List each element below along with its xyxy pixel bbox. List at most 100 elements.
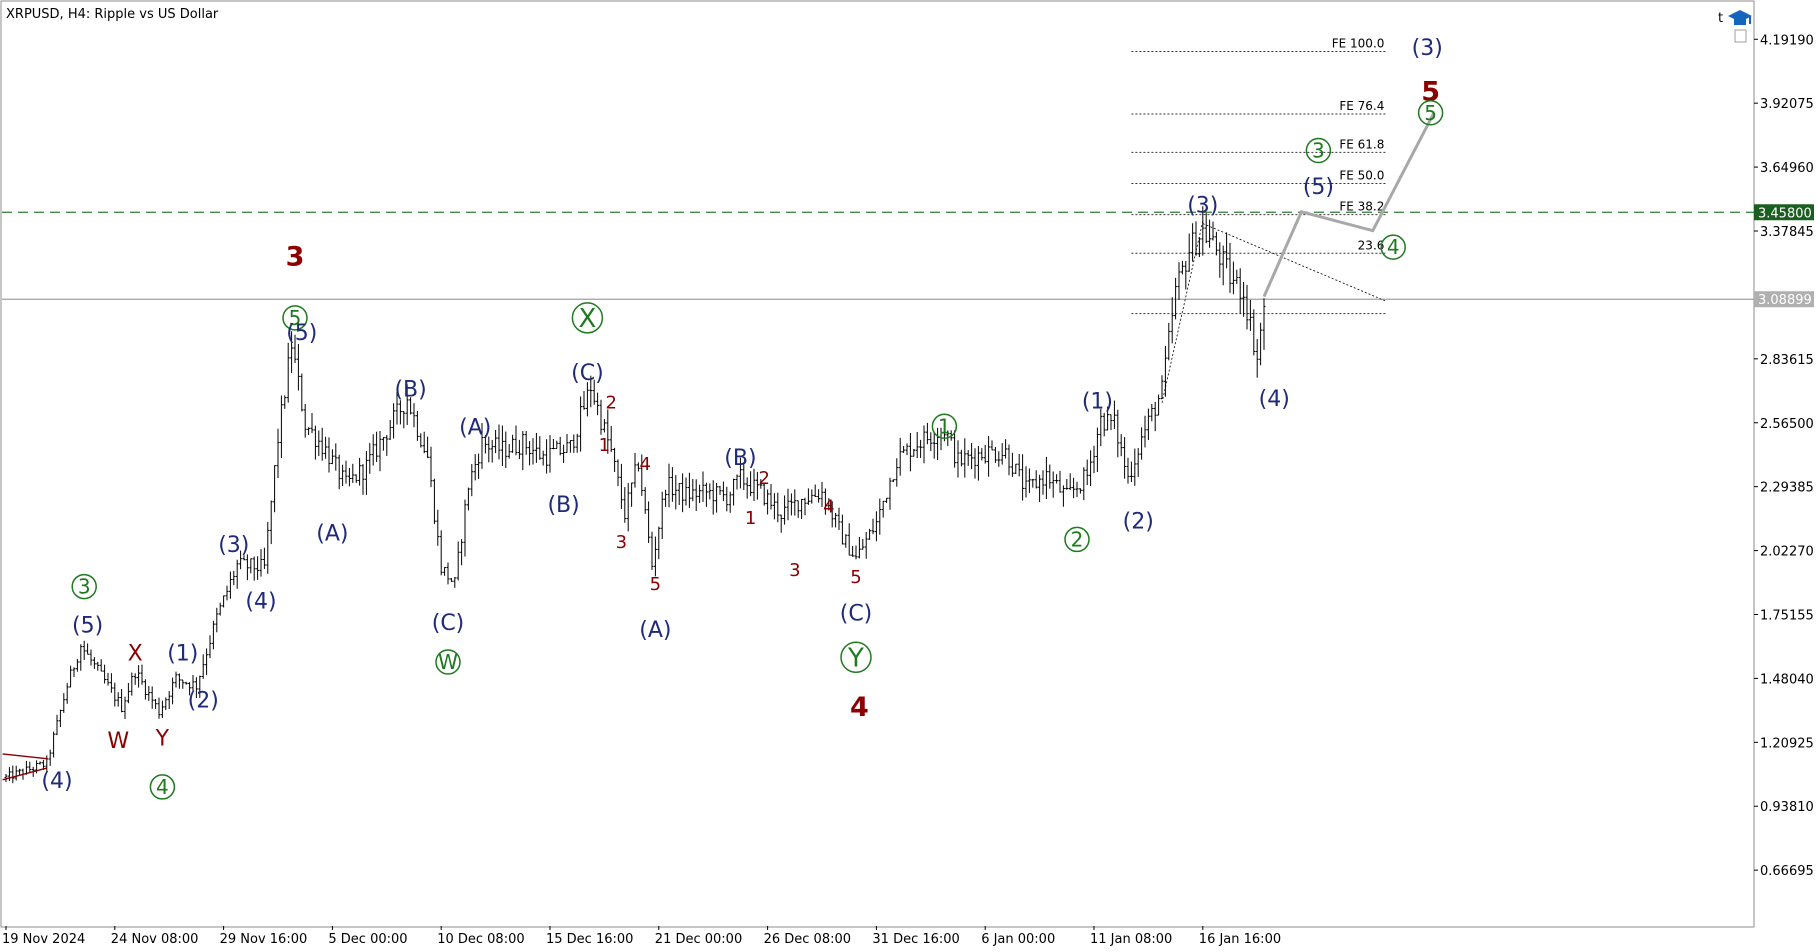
ohlc-bar[interactable]: [521, 431, 525, 471]
ohlc-bar[interactable]: [11, 765, 15, 784]
ohlc-bar[interactable]: [1252, 309, 1256, 356]
ohlc-bar[interactable]: [664, 489, 668, 507]
ohlc-bar[interactable]: [725, 486, 729, 512]
ohlc-bar[interactable]: [327, 437, 331, 473]
ohlc-bar[interactable]: [320, 427, 324, 461]
ohlc-bar[interactable]: [337, 454, 341, 490]
ohlc-bar[interactable]: [572, 434, 576, 453]
ohlc-bar[interactable]: [279, 395, 283, 459]
ohlc-bar[interactable]: [1082, 467, 1086, 501]
ohlc-bar[interactable]: [283, 395, 287, 409]
ohlc-bar[interactable]: [789, 493, 793, 516]
ohlc-bar[interactable]: [582, 391, 586, 410]
ohlc-bar[interactable]: [545, 439, 549, 474]
ohlc-bar[interactable]: [783, 495, 787, 525]
ohlc-bar[interactable]: [579, 396, 583, 452]
ohlc-bar[interactable]: [273, 465, 277, 513]
ohlc-bar[interactable]: [487, 436, 491, 463]
ohlc-bar[interactable]: [643, 487, 647, 514]
trend-line-2[interactable]: [1202, 223, 1387, 302]
ohlc-bar[interactable]: [585, 382, 589, 417]
ohlc-bar[interactable]: [878, 498, 882, 535]
ohlc-bar[interactable]: [211, 620, 215, 650]
ohlc-bar[interactable]: [902, 446, 906, 453]
ohlc-bar[interactable]: [796, 500, 800, 518]
ohlc-bar[interactable]: [963, 438, 967, 478]
ohlc-bar[interactable]: [650, 531, 654, 570]
ohlc-bar[interactable]: [779, 514, 783, 533]
ohlc-bar[interactable]: [745, 477, 749, 499]
ohlc-bar[interactable]: [956, 440, 960, 478]
ohlc-bar[interactable]: [793, 489, 797, 516]
ohlc-bar[interactable]: [660, 491, 664, 539]
ohlc-bar[interactable]: [419, 433, 423, 448]
projection-path[interactable]: [1262, 112, 1436, 298]
ohlc-bar[interactable]: [1021, 454, 1025, 501]
ohlc-bar[interactable]: [735, 474, 739, 490]
ohlc-bar[interactable]: [1235, 269, 1239, 285]
ohlc-bar[interactable]: [1058, 470, 1062, 493]
ohlc-bar[interactable]: [293, 334, 297, 363]
ohlc-bar[interactable]: [606, 409, 610, 454]
ohlc-bar[interactable]: [174, 671, 178, 688]
ohlc-bar[interactable]: [133, 673, 137, 685]
ohlc-bar[interactable]: [786, 488, 790, 521]
ohlc-bar[interactable]: [92, 657, 96, 669]
ohlc-bar[interactable]: [925, 422, 929, 445]
ohlc-bar[interactable]: [89, 649, 93, 666]
ohlc-bar[interactable]: [1099, 408, 1103, 447]
ohlc-bar[interactable]: [891, 479, 895, 483]
ohlc-bar[interactable]: [528, 441, 532, 466]
ohlc-bar[interactable]: [1038, 474, 1042, 502]
ohlc-bar[interactable]: [1041, 470, 1045, 495]
ohlc-bar[interactable]: [412, 403, 416, 428]
ohlc-bar[interactable]: [1116, 409, 1120, 458]
ohlc-bar[interactable]: [1004, 439, 1008, 459]
ohlc-bar[interactable]: [534, 432, 538, 463]
ohlc-bar[interactable]: [483, 435, 487, 454]
ohlc-bar[interactable]: [290, 331, 294, 374]
ohlc-bar[interactable]: [310, 412, 314, 434]
ohlc-bar[interactable]: [1126, 457, 1130, 484]
ohlc-bar[interactable]: [589, 375, 593, 408]
ohlc-bar[interactable]: [1211, 221, 1215, 241]
ohlc-bar[interactable]: [810, 489, 814, 504]
ohlc-bar[interactable]: [800, 498, 804, 520]
ohlc-bar[interactable]: [1044, 456, 1048, 500]
ohlc-bar[interactable]: [708, 483, 712, 500]
ohlc-bar[interactable]: [517, 439, 521, 460]
ohlc-bar[interactable]: [28, 761, 32, 773]
ohlc-bar[interactable]: [235, 559, 239, 589]
ohlc-bar[interactable]: [460, 539, 464, 566]
ohlc-bar[interactable]: [1051, 471, 1055, 498]
ohlc-bar[interactable]: [222, 595, 226, 608]
ohlc-bar[interactable]: [701, 471, 705, 502]
ohlc-bar[interactable]: [1089, 450, 1093, 487]
ohlc-bar[interactable]: [514, 425, 518, 456]
ohlc-bar[interactable]: [1191, 223, 1195, 262]
ohlc-bar[interactable]: [1231, 261, 1235, 295]
ohlc-bar[interactable]: [1109, 414, 1113, 431]
ohlc-bar[interactable]: [844, 534, 848, 548]
ohlc-bar[interactable]: [987, 436, 991, 477]
ohlc-bar[interactable]: [1238, 268, 1242, 314]
ohlc-bar[interactable]: [300, 373, 304, 412]
ohlc-bar[interactable]: [626, 483, 630, 532]
ohlc-bar[interactable]: [674, 475, 678, 510]
ohlc-bar[interactable]: [1031, 478, 1035, 488]
ohlc-bar[interactable]: [551, 438, 555, 450]
ohlc-bar[interactable]: [256, 556, 260, 580]
ohlc-bar[interactable]: [820, 481, 824, 507]
ohlc-bar[interactable]: [602, 419, 606, 433]
ohlc-bar[interactable]: [511, 434, 515, 453]
ohlc-bar[interactable]: [762, 483, 766, 506]
ohlc-bar[interactable]: [759, 479, 763, 489]
ohlc-bar[interactable]: [296, 344, 300, 391]
ohlc-bar[interactable]: [847, 523, 851, 556]
ohlc-bar[interactable]: [738, 457, 742, 489]
ohlc-bar[interactable]: [4, 773, 8, 783]
ohlc-bar[interactable]: [1055, 474, 1059, 484]
ohlc-bar[interactable]: [1078, 488, 1082, 494]
ohlc-bar[interactable]: [1167, 322, 1171, 361]
